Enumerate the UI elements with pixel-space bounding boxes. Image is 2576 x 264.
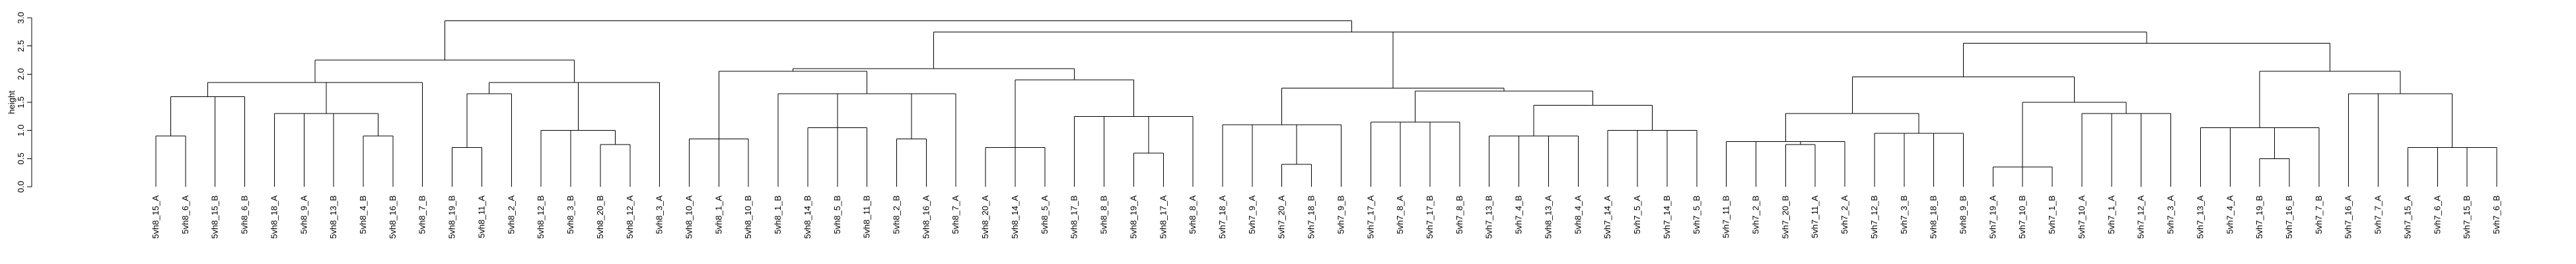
leaf-label: 5vh7_11_A	[1810, 195, 1820, 238]
leaf-label: 5vh7_2_A	[1840, 195, 1849, 234]
leaf-label: 5vh8_10_A	[684, 195, 694, 239]
y-tick-label: 3.0	[16, 12, 26, 24]
leaf-label: 5vh8_20_B	[595, 195, 605, 239]
leaf-label: 5vh7_7_B	[2314, 195, 2324, 234]
y-tick-label: 0.5	[16, 152, 26, 164]
leaf-label: 5vh7_9_B	[1336, 195, 1345, 234]
leaf-label: 5vh7_4_A	[2225, 195, 2235, 234]
leaf-label: 5vh8_10_B	[743, 195, 753, 239]
leaf-label: 5vh7_3_A	[2166, 195, 2176, 234]
leaf-label: 5vh8_12_B	[536, 195, 546, 239]
leaf-label: 5vh8_7_B	[417, 195, 427, 234]
leaf-label: 5vh7_8_A	[1395, 195, 1405, 234]
y-tick-label: 1.5	[16, 96, 26, 108]
leaf-label: 5vh8_1_B	[773, 195, 783, 234]
leaf-label: 5vh8_9_A	[299, 195, 308, 234]
leaf-label: 5vh8_19_A	[1128, 195, 1138, 239]
leaf-label: 5vh7_2_B	[1750, 195, 1760, 234]
leaf-label: 5vh7_10_B	[2017, 195, 2027, 239]
y-tick-label: 2.5	[16, 40, 26, 52]
leaf-label: 5vh8_20_A	[980, 195, 990, 239]
leaf-label: 5vh8_17_A	[1158, 195, 1168, 239]
leaf-label: 5vh7_6_B	[2491, 195, 2501, 234]
leaf-label: 5vh8_4_A	[1573, 195, 1583, 234]
leaf-label: 5vh7_15_A	[2402, 195, 2412, 239]
leaf-label: 5vh8_12_A	[625, 195, 635, 239]
leaf-label: 5vh8_14_B	[803, 195, 812, 239]
leaf-label: 5vh8_15_B	[210, 195, 220, 239]
leaf-label: 5vh7_18_A	[1217, 195, 1227, 239]
leaf-label: 5vh8_7_A	[950, 195, 960, 234]
y-tick-label: 2.0	[16, 68, 26, 80]
leaf-label: 5vh8_17_B	[1069, 195, 1079, 239]
leaf-label: 5vh7_18_B	[1306, 195, 1316, 239]
leaf-label: 5vh7_5_A	[1632, 195, 1642, 234]
leaf-label: 5vh8_11_A	[476, 195, 486, 238]
leaf-label: 5vh7_6_A	[2432, 195, 2442, 234]
leaf-label: 5vh8_2_A	[506, 195, 516, 234]
leaf-label: 5vh8_6_B	[240, 195, 250, 234]
leaf-label: 5vh8_14_A	[1010, 195, 1020, 239]
leaf-label: 5vh8_5_B	[832, 195, 842, 234]
leaf-label: 5vh7_17_A	[1365, 195, 1375, 239]
y-axis: 0.0 0.5 1.0 1.5 2.0 2.5 3.0	[16, 12, 32, 193]
leaf-label: 5vh8_9_B	[1958, 195, 1968, 234]
y-axis-title: height	[7, 90, 17, 114]
leaf-label: 5vh7_8_B	[1454, 195, 1464, 234]
leaf-label: 5vh7_4_B	[1514, 195, 1524, 234]
leaf-label: 5vh7_1_A	[2106, 195, 2116, 234]
leaf-label: 5vh7_11_B	[1721, 195, 1731, 238]
leaf-label: 5vh7_9_A	[1247, 195, 1257, 234]
leaf-label: 5vh7_17_B	[1425, 195, 1435, 239]
leaf-label: 5vh7_20_A	[1277, 195, 1287, 239]
leaf-label: 5vh8_2_B	[892, 195, 902, 234]
leaf-label: 5vh7_16_B	[2284, 195, 2294, 239]
leaf-label: 5vh8_6_A	[180, 195, 190, 234]
leaf-label: 5vh7_15_B	[2462, 195, 2472, 239]
leaf-label: 5vh8_13_B	[328, 195, 338, 239]
y-tick-label: 1.0	[16, 125, 26, 137]
leaf-label: 5vh7_19_A	[1987, 195, 1997, 239]
dendrogram-branches	[155, 20, 2497, 187]
leaf-label: 5vh7_19_B	[2254, 195, 2264, 239]
leaf-label: 5vh7_20_B	[1780, 195, 1790, 239]
leaf-label: 5vh8_1_A	[713, 195, 723, 234]
leaf-label: 5vh8_18_B	[1929, 195, 1939, 239]
leaf-label: 5vh8_5_A	[1040, 195, 1050, 234]
leaf-label: 5vh8_18_A	[269, 195, 279, 239]
leaf-label: 5vh7_12_B	[1869, 195, 1879, 239]
leaf-label: 5vh7_14_B	[1662, 195, 1672, 239]
leaf-label: 5vh8_19_B	[447, 195, 457, 239]
leaf-label: 5vh8_11_B	[862, 195, 872, 238]
leaf-label: 5vh8_3_A	[655, 195, 664, 234]
leaf-label: 5vh8_8_A	[1188, 195, 1198, 234]
leaf-label: 5vh7_3_B	[1899, 195, 1909, 234]
leaf-label: 5vh7_12_A	[2136, 195, 2146, 239]
leaf-label: 5vh7_13_A	[2195, 195, 2205, 239]
leaf-label: 5vh7_5_B	[1692, 195, 1701, 234]
leaf-label: 5vh7_7_A	[2373, 195, 2383, 234]
leaf-label: 5vh8_3_B	[565, 195, 575, 234]
leaf-label: 5vh8_16_B	[388, 195, 398, 239]
leaf-label: 5vh8_15_A	[151, 195, 161, 239]
leaf-label: 5vh8_16_A	[921, 195, 931, 239]
leaf-label: 5vh7_13_B	[1484, 195, 1494, 239]
leaf-label: 5vh8_8_B	[1099, 195, 1109, 234]
leaf-label: 5vh7_1_B	[2047, 195, 2057, 234]
y-tick-label: 0.0	[16, 181, 26, 193]
leaf-label: 5vh8_4_B	[358, 195, 368, 234]
leaf-label: 5vh7_10_A	[2077, 195, 2087, 239]
leaf-label: 5vh7_16_A	[2343, 195, 2353, 239]
leaf-labels: 5vh8_15_A 5vh8_6_A 5vh8_15_B 5vh8_6_B 5vh8_1…	[151, 195, 2501, 239]
leaf-label: 5vh8_13_A	[1543, 195, 1553, 239]
leaf-label: 5vh7_14_A	[1602, 195, 1612, 239]
